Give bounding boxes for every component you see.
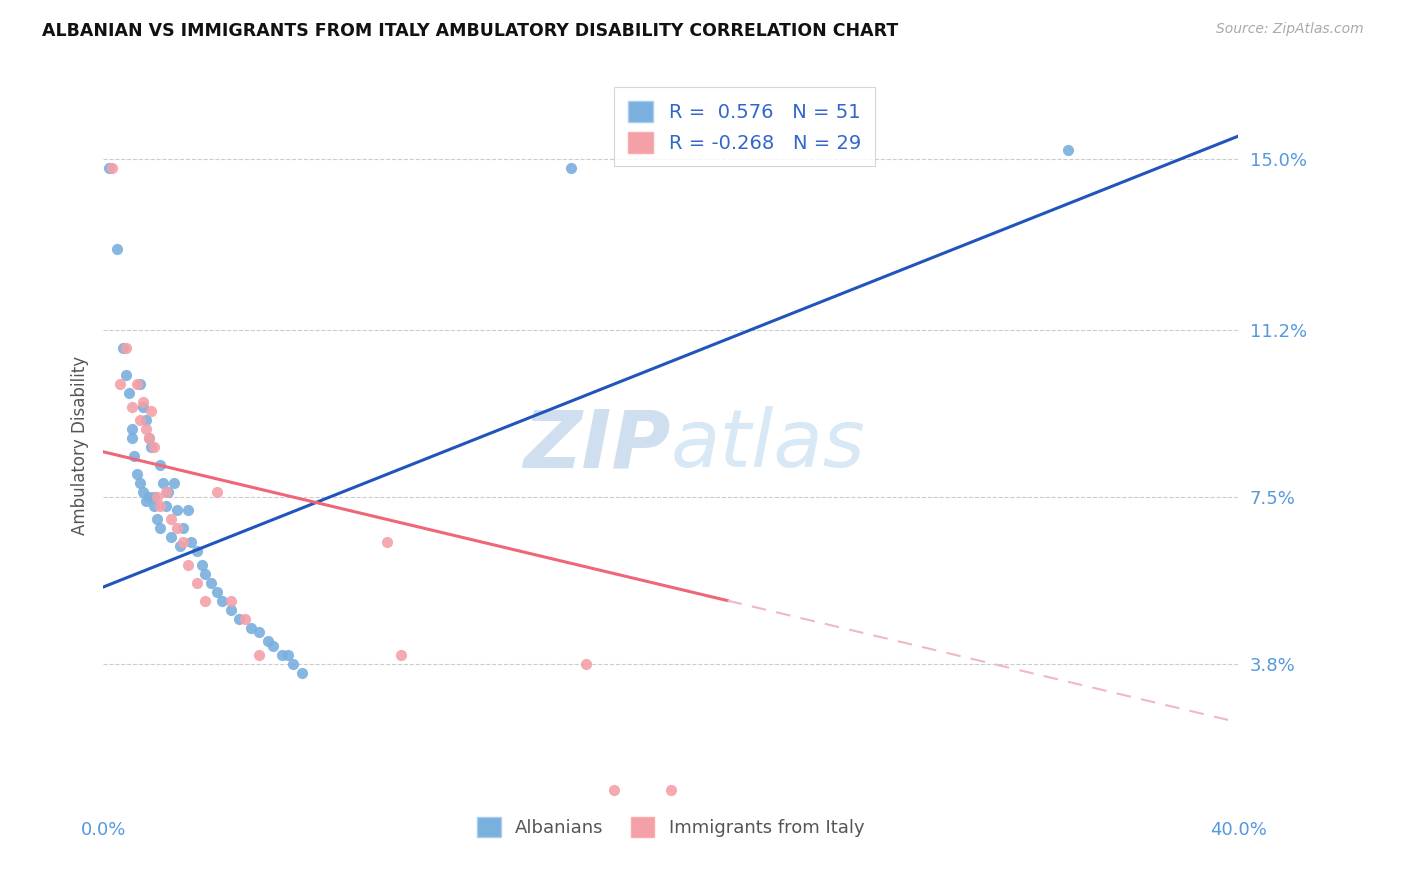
Point: [200, 575, 222, 590]
Point: [146, 490, 169, 504]
Point: [114, 341, 136, 355]
Point: [143, 490, 166, 504]
Legend: Albanians, Immigrants from Italy: Albanians, Immigrants from Italy: [470, 810, 872, 844]
Point: [155, 485, 177, 500]
Point: [100, 161, 122, 175]
Point: [127, 377, 149, 392]
Point: [172, 521, 194, 535]
Point: [132, 400, 155, 414]
Point: [1057, 143, 1080, 157]
Point: [283, 657, 305, 671]
Point: [389, 648, 412, 662]
Point: [205, 485, 228, 500]
Point: [247, 648, 270, 662]
Point: [114, 368, 136, 383]
Point: [143, 440, 166, 454]
Point: [138, 431, 160, 445]
Point: [375, 535, 398, 549]
Point: [141, 404, 163, 418]
Point: [233, 612, 256, 626]
Point: [177, 503, 200, 517]
Point: [211, 593, 233, 607]
Point: [108, 377, 131, 392]
Point: [135, 494, 157, 508]
Point: [186, 575, 208, 590]
Point: [166, 521, 188, 535]
Point: [132, 485, 155, 500]
Point: [118, 386, 141, 401]
Point: [129, 476, 152, 491]
Point: [124, 450, 146, 464]
Point: [135, 422, 157, 436]
Point: [219, 593, 242, 607]
Point: [194, 593, 217, 607]
Point: [138, 431, 160, 445]
Point: [141, 440, 163, 454]
Point: [105, 242, 128, 256]
Point: [291, 665, 314, 680]
Point: [121, 400, 143, 414]
Point: [149, 521, 172, 535]
Point: [146, 512, 169, 526]
Text: ALBANIAN VS IMMIGRANTS FROM ITALY AMBULATORY DISABILITY CORRELATION CHART: ALBANIAN VS IMMIGRANTS FROM ITALY AMBULA…: [42, 22, 898, 40]
Point: [262, 639, 284, 653]
Point: [157, 485, 180, 500]
Point: [271, 648, 294, 662]
Point: [149, 499, 172, 513]
Point: [166, 503, 188, 517]
Point: [138, 490, 160, 504]
Point: [155, 499, 177, 513]
Point: [129, 377, 152, 392]
Point: [247, 625, 270, 640]
Point: [277, 648, 299, 662]
Point: [127, 467, 149, 482]
Point: [97, 161, 120, 175]
Point: [163, 476, 186, 491]
Text: Source: ZipAtlas.com: Source: ZipAtlas.com: [1216, 22, 1364, 37]
Point: [603, 783, 626, 797]
Y-axis label: Ambulatory Disability: Ambulatory Disability: [72, 355, 89, 534]
Point: [205, 584, 228, 599]
Point: [575, 657, 598, 671]
Point: [160, 512, 183, 526]
Point: [186, 544, 208, 558]
Point: [560, 161, 582, 175]
Point: [191, 558, 214, 572]
Point: [659, 783, 682, 797]
Point: [177, 558, 200, 572]
Point: [129, 413, 152, 427]
Text: ZIP: ZIP: [523, 406, 671, 484]
Point: [228, 612, 250, 626]
Point: [239, 621, 262, 635]
Point: [149, 458, 172, 473]
Point: [256, 634, 278, 648]
Point: [160, 531, 183, 545]
Point: [121, 422, 143, 436]
Point: [194, 566, 217, 581]
Point: [219, 602, 242, 616]
Point: [172, 535, 194, 549]
Point: [135, 413, 157, 427]
Point: [169, 540, 191, 554]
Point: [143, 499, 166, 513]
Point: [132, 395, 155, 409]
Point: [180, 535, 202, 549]
Text: atlas: atlas: [671, 406, 866, 484]
Point: [111, 341, 134, 355]
Point: [121, 431, 143, 445]
Point: [152, 476, 174, 491]
